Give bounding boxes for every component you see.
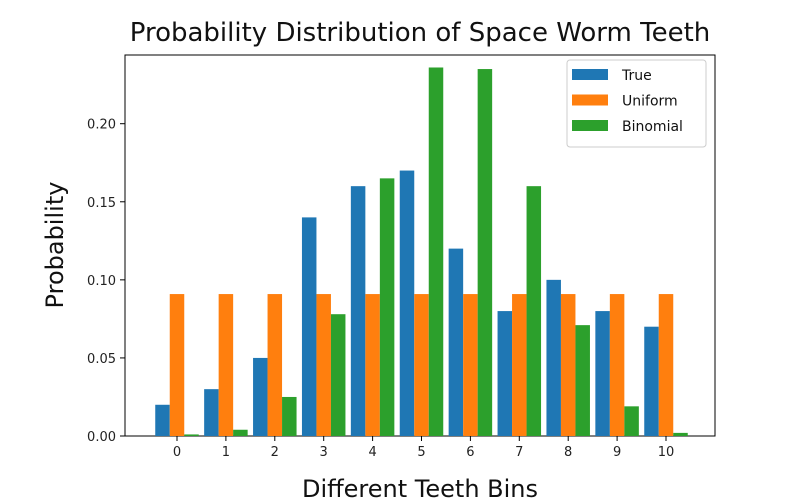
- bar-uniform-6: [463, 294, 478, 436]
- x-tick-label: 0: [173, 445, 181, 460]
- y-ticks: 0.00 0.05 0.10 0.15 0.20: [87, 118, 125, 445]
- legend: True Uniform Binomial: [566, 59, 707, 148]
- x-ticks: 0 1 2 3 4 5 6 7 8 9 10: [173, 436, 674, 460]
- bar-binomial-5: [428, 67, 444, 437]
- x-axis-label: Different Teeth Bins: [302, 475, 538, 503]
- bar-true-6: [448, 248, 464, 436]
- legend-swatch-binomial: [572, 120, 608, 131]
- bar-binomial-7: [526, 186, 542, 436]
- x-tick-label: 1: [222, 445, 230, 460]
- bar-true-1: [204, 389, 219, 436]
- bar-uniform-7: [512, 294, 527, 436]
- x-tick-label: 4: [368, 445, 376, 460]
- chart-title: Probability Distribution of Space Worm T…: [130, 18, 711, 48]
- x-tick-label: 3: [320, 445, 328, 460]
- bar-uniform-0: [169, 294, 185, 436]
- bar-uniform-10: [658, 294, 674, 436]
- bar-binomial-3: [330, 314, 346, 436]
- bar-true-8: [546, 279, 561, 436]
- bar-binomial-10: [673, 432, 688, 436]
- legend-swatch-true: [572, 69, 608, 80]
- bar-binomial-6: [477, 69, 493, 437]
- bar-uniform-5: [414, 294, 429, 436]
- x-tick-label: 5: [417, 445, 425, 460]
- x-tick-label: 6: [466, 445, 474, 460]
- bar-binomial-9: [624, 406, 639, 436]
- y-axis-label: Probability: [41, 182, 69, 309]
- bar-uniform-4: [365, 294, 380, 436]
- y-tick-label: 0.20: [87, 118, 116, 133]
- x-tick-label: 2: [271, 445, 279, 460]
- bar-true-2: [253, 357, 268, 436]
- bar-uniform-8: [560, 294, 576, 436]
- legend-label-binomial: Binomial: [622, 119, 683, 135]
- bar-uniform-1: [218, 294, 234, 436]
- bar-binomial-1: [233, 429, 248, 436]
- x-tick-label: 10: [658, 445, 675, 460]
- x-tick-label: 7: [515, 445, 523, 460]
- legend-swatch-uniform: [572, 94, 608, 106]
- y-tick-label: 0.15: [87, 196, 116, 211]
- bar-true-3: [301, 217, 317, 436]
- y-tick-label: 0.00: [87, 430, 116, 445]
- bar-binomial-0: [184, 434, 199, 436]
- bar-binomial-8: [575, 325, 590, 436]
- y-tick-label: 0.05: [87, 352, 116, 367]
- bar-binomial-2: [282, 396, 297, 436]
- legend-label-uniform: Uniform: [622, 94, 678, 110]
- bar-true-9: [595, 311, 610, 436]
- bar-binomial-4: [379, 178, 395, 437]
- bar-true-0: [155, 404, 170, 436]
- x-tick-label: 8: [564, 445, 572, 460]
- bar-true-7: [497, 311, 513, 436]
- bar-true-4: [350, 186, 366, 436]
- bar-uniform-2: [267, 294, 283, 436]
- bar-uniform-3: [316, 294, 331, 436]
- x-tick-label: 9: [613, 445, 621, 460]
- bar-true-5: [399, 170, 415, 437]
- legend-label-true: True: [621, 68, 652, 84]
- bars-group: [155, 67, 688, 437]
- bar-uniform-9: [609, 294, 625, 436]
- y-tick-label: 0.10: [87, 274, 116, 289]
- bar-true-10: [644, 326, 659, 436]
